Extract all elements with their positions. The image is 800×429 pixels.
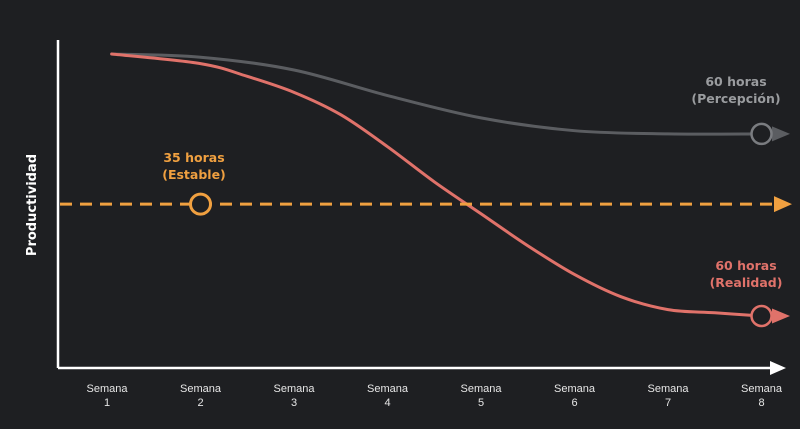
x-tick-label: Semana 8 xyxy=(741,383,783,409)
annotation-35-horas-estable: 35 horas (Estable) xyxy=(162,150,226,182)
series-marker xyxy=(750,122,773,146)
x-tick-label: Semana 6 xyxy=(554,383,596,409)
y-axis-label: Productividad xyxy=(25,154,40,256)
series-arrowhead xyxy=(772,126,790,142)
series-layer xyxy=(60,52,792,328)
series-arrowhead xyxy=(772,308,790,324)
x-tick-label: Semana 2 xyxy=(180,383,222,409)
annotation-60-horas-percepci-n: 60 horas (Percepción) xyxy=(691,74,780,106)
series-marker xyxy=(750,304,773,328)
x-tick-label: Semana 4 xyxy=(367,383,409,409)
annotations: 60 horas (Percepción) 60 horas (Realidad) 35… xyxy=(162,74,782,290)
series-arrowhead xyxy=(774,196,792,213)
annotation-60-horas-realidad: 60 horas (Realidad) xyxy=(710,258,783,290)
axes xyxy=(56,40,786,375)
series-60-horas-realidad xyxy=(110,52,790,328)
x-axis-arrowhead xyxy=(770,361,786,375)
series-35-horas-estable xyxy=(60,192,792,216)
x-tick-label: Semana 3 xyxy=(274,383,316,409)
x-tick-label: Semana 5 xyxy=(461,383,503,409)
series-line xyxy=(110,52,763,136)
series-60-horas-percepci-n xyxy=(110,52,790,146)
x-tick-label: Semana 7 xyxy=(648,383,690,409)
x-tick-labels: Semana 1 Semana 2 Semana 3 Semana 4 Semana 5 Seman… xyxy=(87,383,783,409)
series-line xyxy=(110,52,763,318)
series-marker xyxy=(189,192,212,216)
x-tick-label: Semana 1 xyxy=(87,383,129,409)
